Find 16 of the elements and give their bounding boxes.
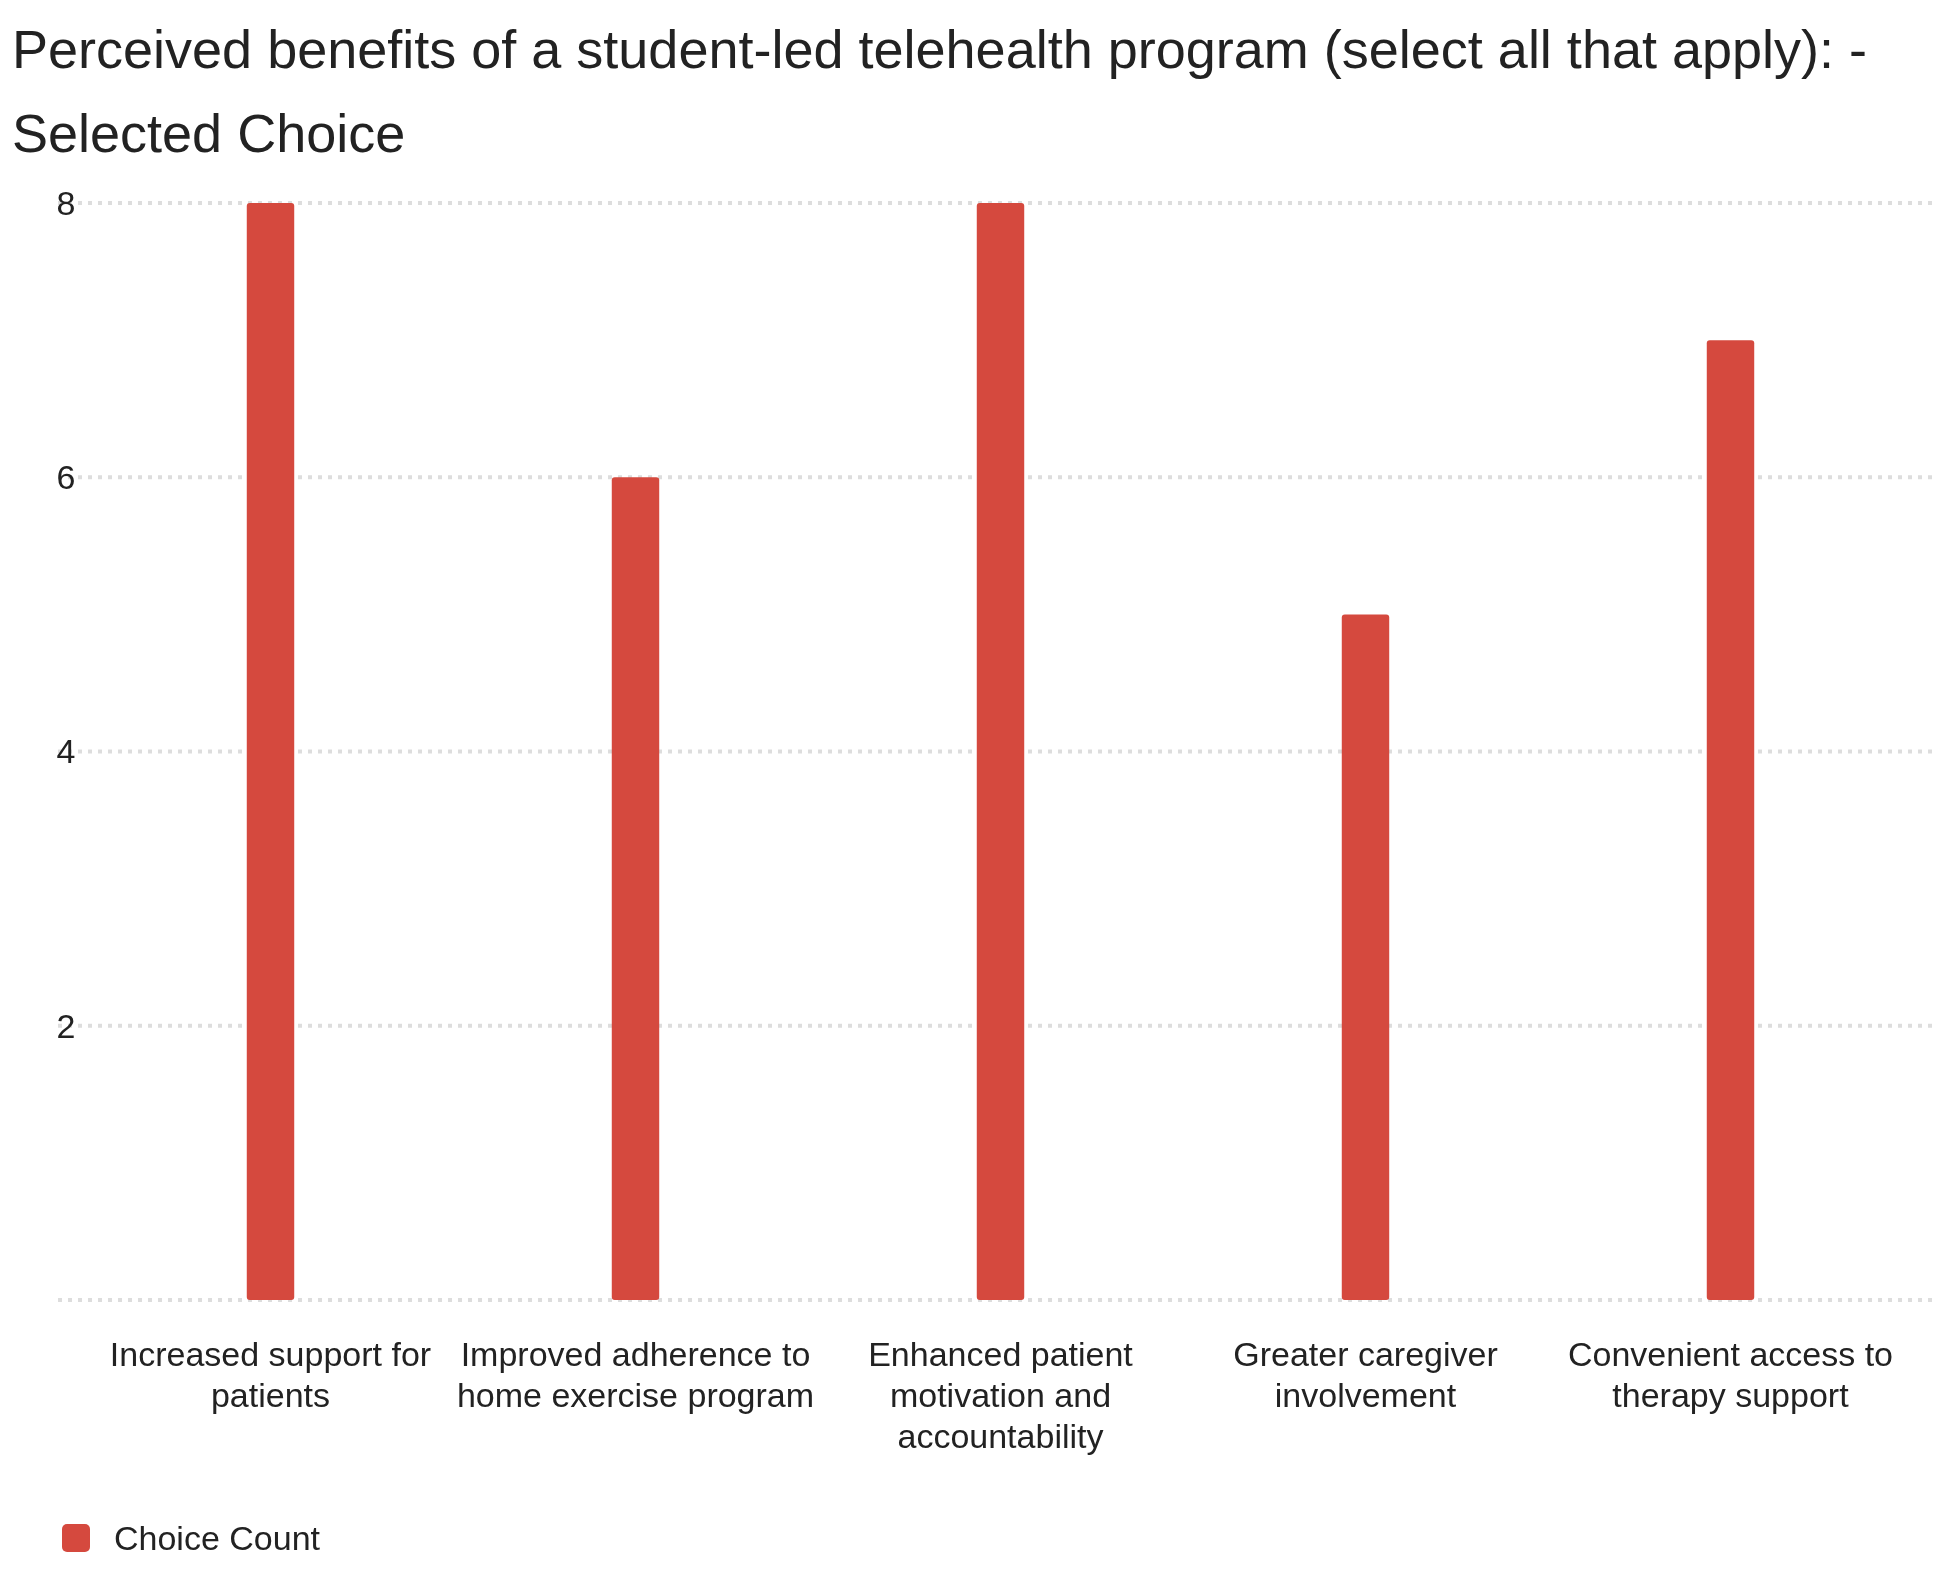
bar [611,477,660,1300]
bar [246,203,295,1300]
y-tick-label: 8 [56,183,76,222]
bar [976,203,1025,1300]
y-tick-label: 6 [56,458,76,497]
x-tick-label: Enhanced patient motivation and accountability [868,1335,1134,1455]
legend-label: Choice Count [114,1518,321,1557]
x-tick-label: Greater caregiver involvement [1233,1335,1498,1414]
y-tick-label: 2 [56,1006,76,1045]
bar [1341,614,1390,1300]
chart-title: Perceived benefits of a student-led telehealth program (select all that apply): - Selected Choice [12,19,1868,163]
x-tick-label: Convenient access to therapy support [1567,1335,1894,1414]
y-tick-label: 4 [56,732,76,771]
bar [1706,340,1755,1300]
x-tick-label: Improved adherence to home exercise program [456,1335,815,1414]
x-tick-label: Increased support for patients [109,1335,432,1414]
